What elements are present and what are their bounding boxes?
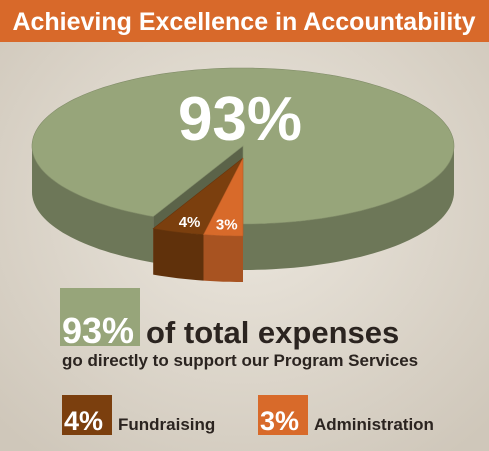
legend-value: 4% (64, 406, 103, 436)
pie-label: 93% (178, 85, 302, 154)
legend-note: go directly to support our Program Servi… (62, 351, 418, 370)
legend-value: 3% (260, 406, 299, 436)
pie-label: 3% (216, 217, 238, 234)
pie-label: 4% (179, 214, 201, 231)
legend-swatch (62, 395, 112, 435)
pie-side (32, 146, 154, 263)
pie: 93% 4% 3% (31, 67, 455, 282)
legend-swatch (60, 288, 140, 346)
pie-slice (152, 157, 244, 235)
legend-label: Fundraising (118, 415, 215, 434)
pie-slice (203, 157, 244, 237)
pie-slice (31, 67, 455, 225)
legend-label: Administration (314, 415, 434, 434)
legend-value: 93% (62, 310, 134, 351)
legend-swatch (258, 395, 308, 435)
title-bar (0, 0, 489, 42)
pie-side (203, 234, 243, 282)
chart-title: Achieving Excellence in Accountability (12, 8, 475, 36)
pie-side (153, 228, 204, 281)
pie-side (243, 146, 454, 270)
legend-label: of total expenses (146, 315, 399, 350)
